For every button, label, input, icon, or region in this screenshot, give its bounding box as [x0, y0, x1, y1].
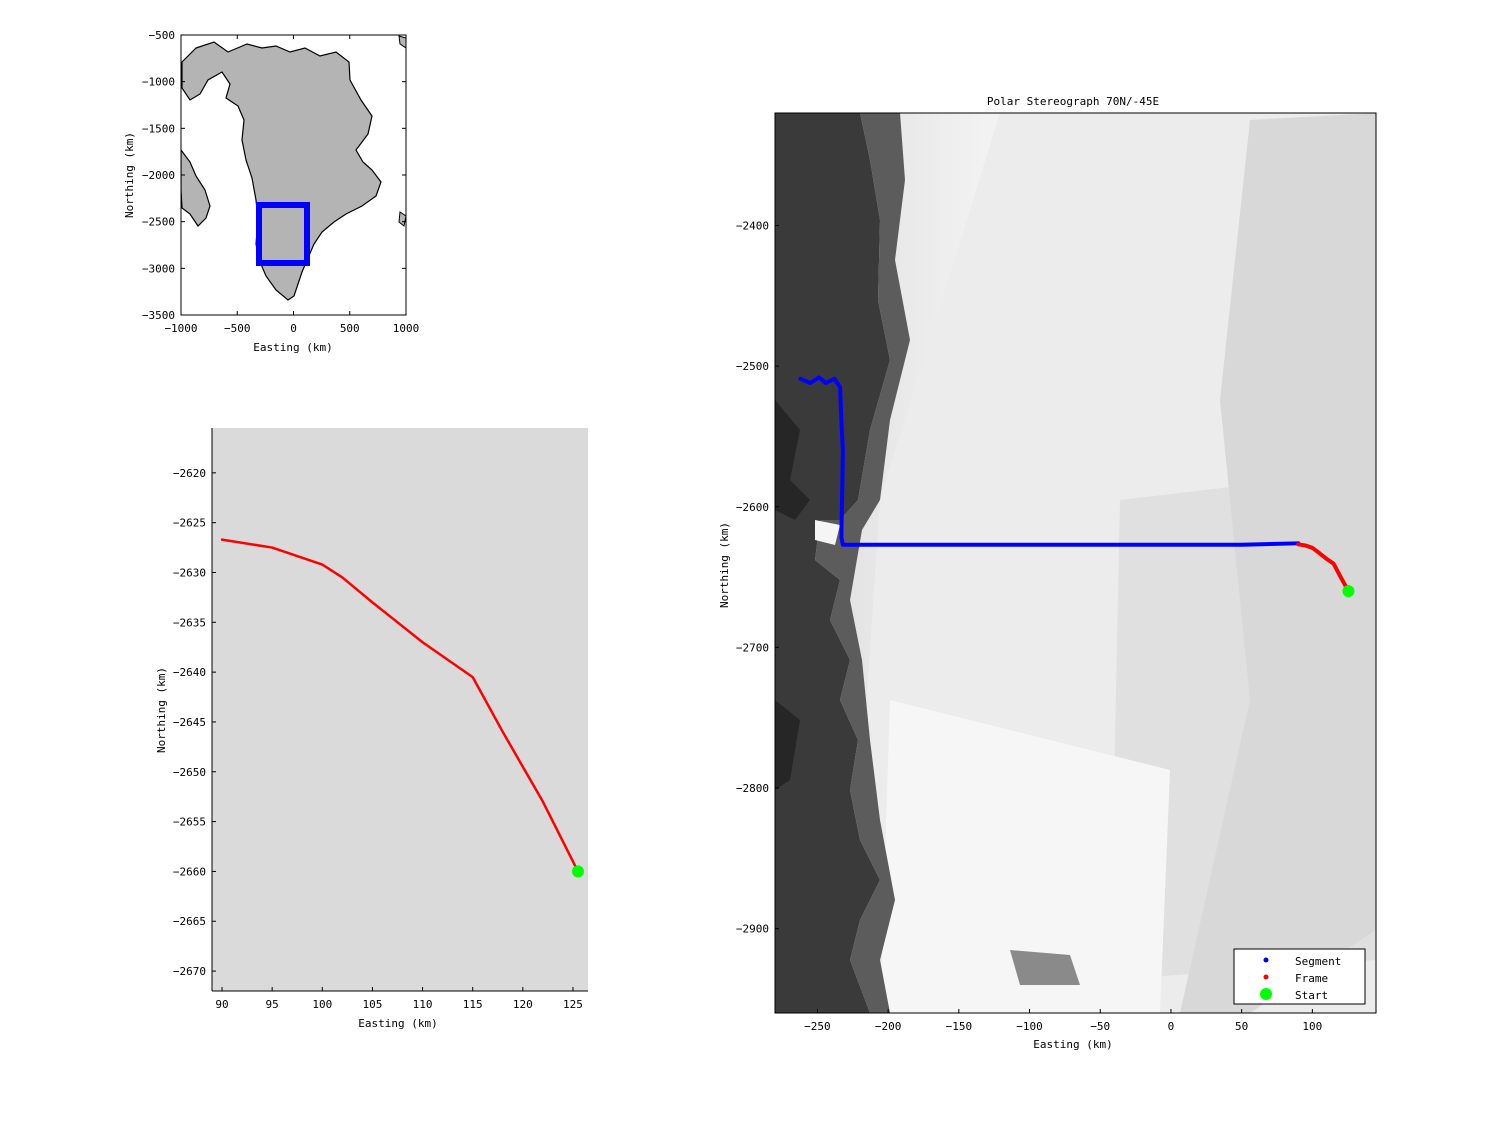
region-box — [256, 202, 310, 266]
y-tick-label: −3000 — [142, 262, 175, 275]
y-tick-label: −2630 — [173, 566, 206, 579]
y-tick-label: −1500 — [142, 122, 175, 135]
y-tick-label: −1000 — [142, 76, 175, 89]
x-tick-label: 0 — [290, 322, 297, 335]
x-tick-label: 95 — [266, 998, 279, 1011]
legend-frame-marker — [1263, 974, 1269, 980]
overview-ticks: −1000 −500 0 500 1000 −500 −1000 −1500 −2000 −250… — [142, 29, 419, 335]
x-tick-label: 0 — [1168, 1020, 1175, 1033]
x-tick-label: 500 — [340, 322, 360, 335]
zoom-ylabel: Northing (km) — [155, 667, 168, 753]
x-tick-label: −1000 — [164, 322, 197, 335]
ellesmere-island — [181, 149, 211, 227]
zoom-marks — [220, 538, 584, 878]
x-tick-label: 100 — [312, 998, 332, 1011]
y-tick-label: −500 — [149, 29, 176, 42]
x-tick-label: 120 — [513, 998, 533, 1011]
main-map-xlabel: Easting (km) — [1033, 1038, 1112, 1051]
x-tick-label: −200 — [875, 1020, 902, 1033]
satellite-image — [775, 113, 1376, 1013]
y-tick-label: −2620 — [173, 467, 206, 480]
y-tick-label: −2900 — [736, 923, 769, 936]
main-map-frame — [774, 112, 1377, 1014]
y-tick-label: −2650 — [173, 766, 206, 779]
overview-ylabel: Northing (km) — [123, 132, 136, 218]
y-tick-label: −2600 — [736, 501, 769, 514]
main-map-ticks: −250 −200 −150 −100 −50 0 50 100 −2400 −2500 −2600… — [736, 220, 1322, 1034]
x-tick-label: 90 — [215, 998, 228, 1011]
y-tick-label: −2635 — [173, 616, 206, 629]
start-point — [571, 865, 584, 878]
x-tick-label: 115 — [463, 998, 483, 1011]
frame-track — [1296, 542, 1351, 594]
main-map-panel: Polar Stereograph 70N/-45E −250 −200 −150−… — [718, 95, 1377, 1051]
legend-start-marker — [1260, 988, 1272, 1000]
x-tick-label: −150 — [946, 1020, 973, 1033]
x-tick-label: −50 — [1090, 1020, 1110, 1033]
zoom-panel: 90 95 100 105 110 115 120 125 −2620 −2625 −2630 −26… — [155, 428, 588, 1030]
legend-segment-marker — [1263, 957, 1269, 963]
main-map-marks — [798, 375, 1355, 598]
legend-segment-label: Segment — [1295, 955, 1341, 968]
main-map-title: Polar Stereograph 70N/-45E — [987, 95, 1159, 108]
y-tick-label: −2665 — [173, 915, 206, 928]
start-point — [1342, 585, 1355, 598]
x-tick-label: −100 — [1016, 1020, 1043, 1033]
y-tick-label: −2625 — [173, 517, 206, 530]
zoom-plot-background — [212, 428, 588, 991]
y-tick-label: −2640 — [173, 666, 206, 679]
legend-start-label: Start — [1295, 989, 1328, 1002]
legend-frame-label: Frame — [1295, 972, 1328, 985]
y-tick-label: −2670 — [173, 965, 206, 978]
y-tick-label: −2660 — [173, 865, 206, 878]
svalbard-coast — [398, 35, 406, 227]
x-tick-label: 110 — [413, 998, 433, 1011]
x-tick-label: 105 — [362, 998, 382, 1011]
frame-track — [220, 538, 580, 873]
overview-xlabel: Easting (km) — [253, 341, 332, 354]
segment-track — [798, 375, 1301, 547]
legend: Segment Frame Start — [1233, 948, 1366, 1005]
y-tick-label: −2645 — [173, 716, 206, 729]
x-tick-label: 1000 — [393, 322, 420, 335]
x-tick-label: −500 — [224, 322, 251, 335]
y-tick-label: −2500 — [736, 360, 769, 373]
y-tick-label: −2000 — [142, 169, 175, 182]
y-tick-label: −3500 — [142, 309, 175, 322]
y-tick-label: −2400 — [736, 220, 769, 233]
y-tick-label: −2500 — [142, 216, 175, 229]
zoom-ticks: 90 95 100 105 110 115 120 125 −2620 −2625 −2630 −26… — [173, 467, 583, 1011]
y-tick-label: −2800 — [736, 782, 769, 795]
overview-map-panel: −1000 −500 0 500 1000 −500 −1000 −1500 −2000 −250… — [123, 29, 419, 354]
main-map-ylabel: Northing (km) — [718, 522, 731, 608]
greenland-landmass — [181, 41, 382, 301]
x-tick-label: 100 — [1302, 1020, 1322, 1033]
legend-box — [1233, 948, 1366, 1005]
y-tick-label: −2655 — [173, 816, 206, 829]
x-tick-label: 50 — [1235, 1020, 1248, 1033]
zoom-xlabel: Easting (km) — [358, 1017, 437, 1030]
x-tick-label: −250 — [804, 1020, 831, 1033]
y-tick-label: −2700 — [736, 641, 769, 654]
x-tick-label: 125 — [563, 998, 583, 1011]
